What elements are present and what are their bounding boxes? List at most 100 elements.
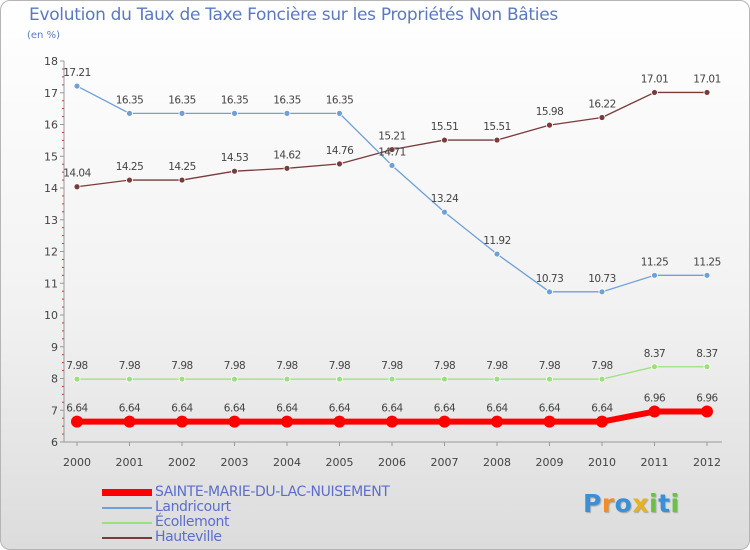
data-label-sainte-marie-du-lac-nuisement: 6.64 [224,403,246,415]
data-label-ecollemont: 7.98 [66,360,87,372]
data-label-hauteville: 15.98 [536,106,564,118]
y-tick-label: 14 [44,182,58,195]
data-label-ecollemont: 7.98 [539,360,560,372]
data-point-landricourt [73,82,81,90]
data-label-ecollemont: 7.98 [591,360,612,372]
data-point-sainte-marie-du-lac-nuisement [491,415,503,428]
data-point-ecollemont [441,375,448,383]
legend-label: Écollemont [155,514,230,530]
data-label-hauteville: 16.22 [588,99,616,111]
data-label-landricourt: 16.35 [116,94,144,106]
data-point-sainte-marie-du-lac-nuisement [333,415,346,428]
x-tick-label: 2000 [63,456,91,469]
data-label-hauteville: 14.62 [273,149,301,161]
y-tick-label: 15 [44,150,58,163]
data-label-landricourt: 11.25 [693,256,721,268]
data-point-sainte-marie-du-lac-nuisement [123,415,136,428]
data-point-sainte-marie-du-lac-nuisement [386,415,398,428]
data-label-landricourt: 16.35 [326,94,354,106]
x-tick-label: 2002 [168,456,196,469]
data-label-hauteville: 14.53 [221,152,249,164]
legend-swatch [102,507,152,509]
legend-label: Hauteville [155,529,222,545]
data-point-ecollemont [388,375,396,383]
data-label-sainte-marie-du-lac-nuisement: 6.64 [66,403,88,415]
x-tick-label: 2010 [588,456,616,469]
data-label-hauteville: 15.51 [431,121,459,133]
data-label-landricourt: 11.92 [483,235,511,247]
data-point-ecollemont [231,375,238,383]
data-label-ecollemont: 7.98 [119,360,140,372]
data-label-ecollemont: 7.98 [329,360,350,372]
data-label-hauteville: 17.01 [693,73,721,85]
brand-letter: t [658,489,671,518]
data-label-hauteville: 14.04 [63,168,91,180]
x-tick-label: 2004 [273,456,301,469]
data-point-landricourt [283,109,291,117]
data-point-ecollemont [598,375,606,383]
x-tick-label: 2008 [483,456,511,469]
data-point-landricourt [126,109,133,117]
data-point-hauteville [493,136,501,144]
x-tick-label: 2011 [641,456,669,469]
data-point-sainte-marie-du-lac-nuisement [596,415,608,428]
data-point-sainte-marie-du-lac-nuisement [543,415,556,428]
data-label-hauteville: 14.25 [116,161,144,173]
data-label-sainte-marie-du-lac-nuisement: 6.64 [539,403,561,415]
data-point-sainte-marie-du-lac-nuisement [176,415,188,428]
data-label-sainte-marie-du-lac-nuisement: 6.64 [329,403,351,415]
data-label-ecollemont: 7.98 [381,360,402,372]
x-tick-label: 2007 [431,456,459,469]
data-label-hauteville: 15.51 [483,121,511,133]
data-point-ecollemont [73,375,81,383]
data-point-landricourt [651,271,658,279]
x-tick-label: 2003 [221,456,249,469]
data-point-hauteville [73,183,81,191]
data-point-hauteville [126,176,133,184]
data-point-hauteville [651,89,658,96]
data-label-hauteville: 14.25 [168,161,196,173]
data-point-ecollemont [336,375,343,383]
data-label-sainte-marie-du-lac-nuisement: 6.96 [696,393,718,405]
data-label-ecollemont: 8.37 [644,348,665,360]
brand-letter: r [601,489,615,518]
data-label-sainte-marie-du-lac-nuisement: 6.64 [486,403,508,415]
data-label-ecollemont: 7.98 [171,360,192,372]
data-point-sainte-marie-du-lac-nuisement [648,405,661,418]
data-label-sainte-marie-du-lac-nuisement: 6.64 [171,403,193,415]
brand-letter: i [649,489,659,518]
x-tick-label: 2001 [116,456,144,469]
proxiti-logo: Proxiti [583,489,680,518]
data-point-hauteville [598,114,606,121]
data-point-ecollemont [703,363,711,371]
chart-title: Evolution du Taux de Taxe Foncière sur l… [29,5,558,25]
x-tick-label: 2009 [536,456,564,469]
data-point-hauteville [231,167,238,175]
data-point-sainte-marie-du-lac-nuisement [701,405,713,418]
data-label-sainte-marie-du-lac-nuisement: 6.64 [591,403,613,415]
data-label-landricourt: 16.35 [221,94,249,106]
x-tick-label: 2006 [378,456,406,469]
y-tick-label: 17 [44,87,58,100]
y-tick-label: 11 [44,277,58,290]
data-point-landricourt [441,208,448,216]
brand-letter: x [632,489,649,518]
data-label-hauteville: 14.76 [326,145,354,157]
data-label-landricourt: 13.24 [431,193,459,205]
data-point-landricourt [546,288,553,296]
x-tick-label: 2012 [693,456,721,469]
legend-swatch [102,522,152,524]
data-label-landricourt: 11.25 [641,256,669,268]
data-label-ecollemont: 7.98 [434,360,455,372]
data-point-hauteville [178,176,186,184]
legend-swatch [102,537,152,539]
data-point-hauteville [441,136,448,144]
data-label-hauteville: 17.01 [641,73,669,85]
y-tick-label: 16 [44,119,58,132]
x-tick-label: 2005 [326,456,354,469]
data-point-hauteville [703,89,711,96]
data-point-sainte-marie-du-lac-nuisement [438,415,451,428]
data-point-landricourt [231,109,238,117]
